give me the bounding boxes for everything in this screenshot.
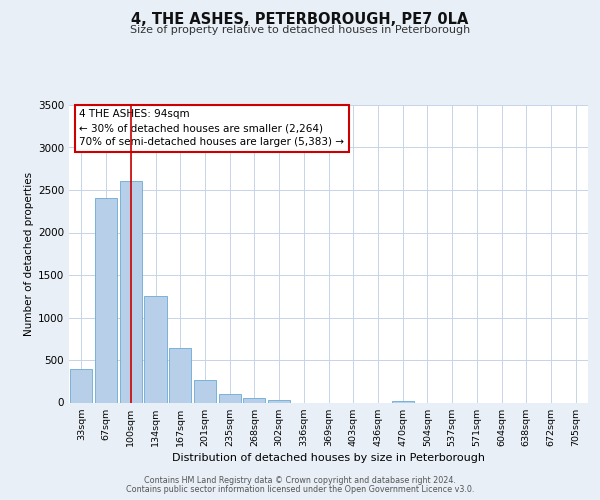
Bar [70,368,92,402]
Bar [392,401,414,402]
Bar [145,296,167,403]
Bar [194,380,216,402]
Bar [218,394,241,402]
Y-axis label: Number of detached properties: Number of detached properties [24,172,34,336]
Bar [169,348,191,403]
Text: Size of property relative to detached houses in Peterborough: Size of property relative to detached ho… [130,25,470,35]
Text: Contains public sector information licensed under the Open Government Licence v3: Contains public sector information licen… [126,485,474,494]
Text: 4, THE ASHES, PETERBOROUGH, PE7 0LA: 4, THE ASHES, PETERBOROUGH, PE7 0LA [131,12,469,28]
Bar [119,182,142,402]
Bar [243,398,265,402]
Bar [95,198,117,402]
Bar [268,400,290,402]
X-axis label: Distribution of detached houses by size in Peterborough: Distribution of detached houses by size … [172,453,485,463]
Text: Contains HM Land Registry data © Crown copyright and database right 2024.: Contains HM Land Registry data © Crown c… [144,476,456,485]
Text: 4 THE ASHES: 94sqm
← 30% of detached houses are smaller (2,264)
70% of semi-deta: 4 THE ASHES: 94sqm ← 30% of detached hou… [79,110,344,148]
